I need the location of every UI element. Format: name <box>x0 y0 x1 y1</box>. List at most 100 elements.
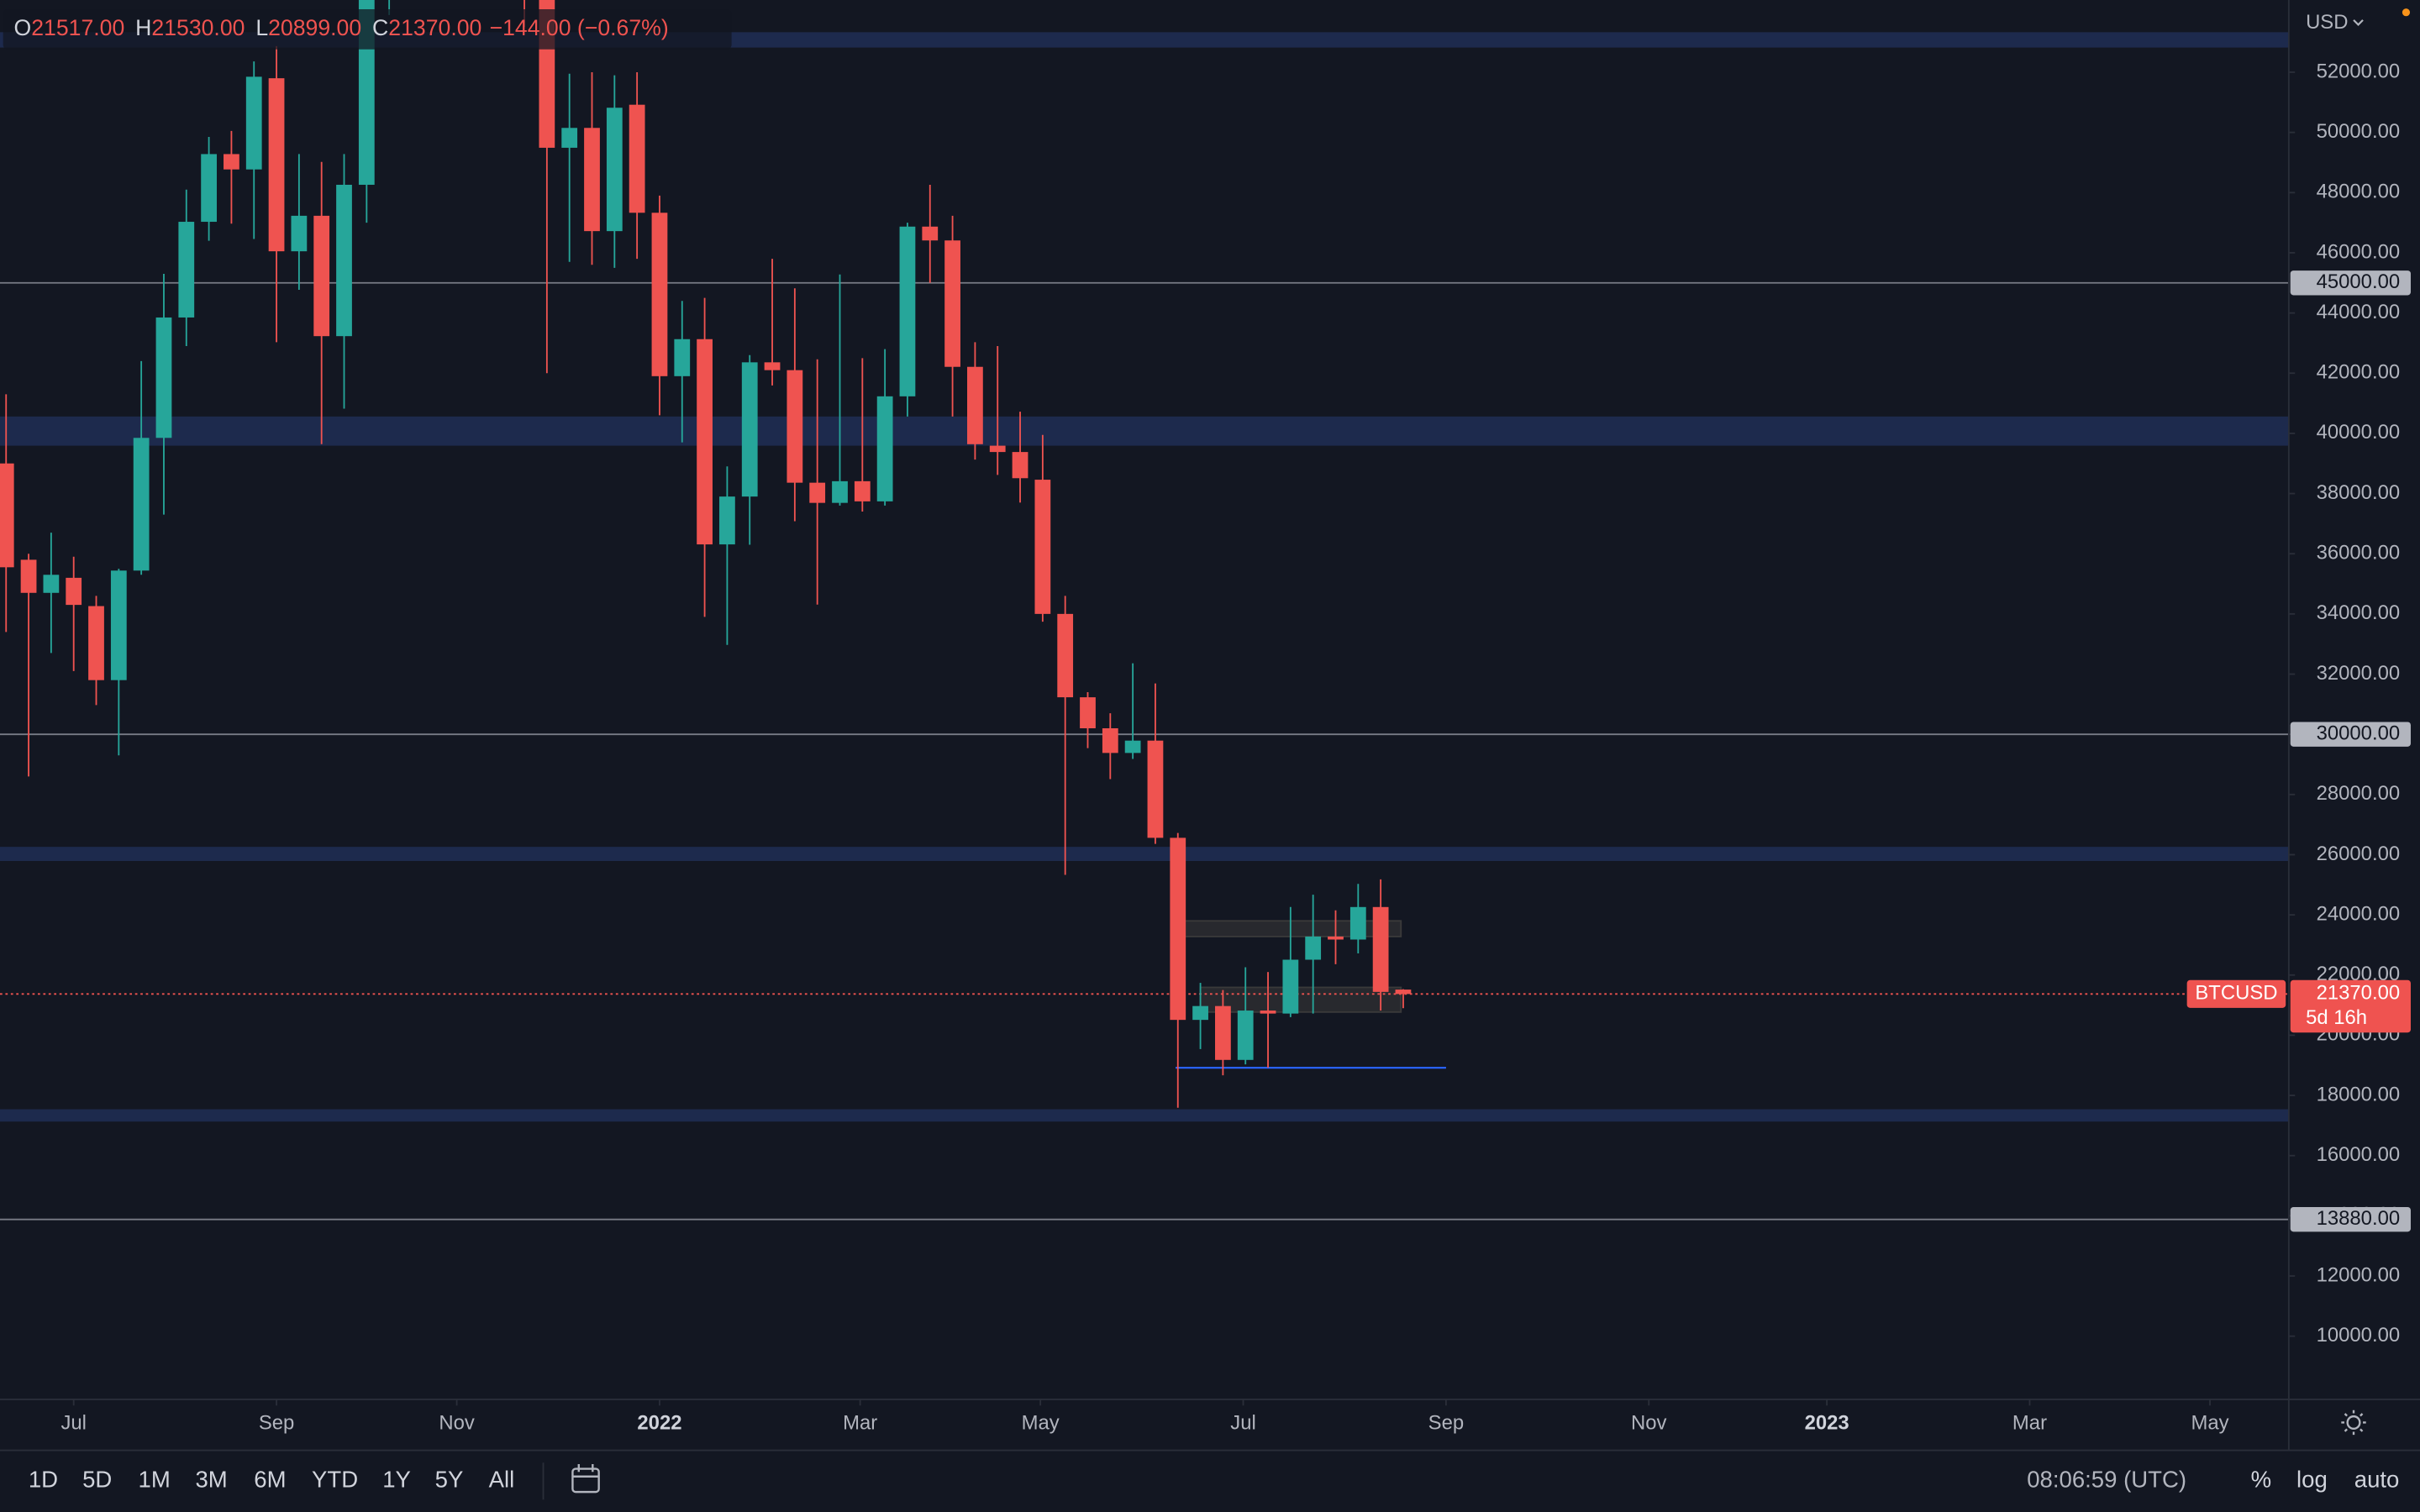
currency[interactable]: USD <box>2306 11 2348 34</box>
y-tick-label: 16000.00 <box>2317 1143 2401 1166</box>
candle <box>268 45 285 343</box>
level-label: 45000.00 <box>2317 270 2401 293</box>
candle <box>764 259 781 386</box>
currency-menu[interactable]: USD <box>2306 11 2364 34</box>
scale-option[interactable]: log <box>2296 1467 2328 1493</box>
candle <box>66 556 82 671</box>
candle <box>944 215 960 417</box>
gear[interactable] <box>2346 1415 2361 1431</box>
candle-body <box>245 76 262 170</box>
legend-key: C <box>372 15 388 40</box>
candle <box>674 301 691 443</box>
last-price-label: 21370.00 <box>2317 982 2401 1005</box>
candle-body <box>1372 906 1389 992</box>
x-tick-label: 2022 <box>637 1412 681 1435</box>
level-label: 30000.00 <box>2317 722 2401 744</box>
candle-body <box>1080 697 1096 728</box>
candle <box>1192 983 1208 1049</box>
candle-body <box>88 606 104 680</box>
candle-body <box>1102 727 1118 753</box>
candle-body <box>313 215 330 337</box>
candle <box>133 360 150 575</box>
candle-body <box>1012 452 1028 479</box>
range-button[interactable]: 1D <box>29 1467 58 1493</box>
candle <box>899 223 916 417</box>
y-tick-label: 38000.00 <box>2317 481 2401 504</box>
candle-body <box>336 184 352 337</box>
candle-body <box>629 104 645 213</box>
clock[interactable]: 08:06:59 (UTC) <box>2027 1467 2186 1493</box>
candle <box>697 297 713 617</box>
candle <box>336 154 352 409</box>
range-button[interactable]: 5D <box>82 1467 112 1493</box>
x-tick-label: Mar <box>2012 1412 2047 1435</box>
status-dot <box>2402 8 2411 17</box>
candle <box>178 189 195 347</box>
candle <box>1057 596 1074 875</box>
candle-body <box>719 496 735 545</box>
range-button[interactable]: 1M <box>139 1467 171 1493</box>
candle <box>606 75 623 268</box>
settings-icon[interactable] <box>2341 1410 2366 1436</box>
candle <box>1012 412 1028 503</box>
calendar-icon[interactable] <box>571 1467 600 1494</box>
legend-key: H <box>135 15 151 40</box>
candle <box>1170 832 1186 1108</box>
x-tick-label: May <box>1022 1412 1060 1435</box>
candle-body <box>133 438 150 571</box>
candle <box>224 130 239 224</box>
candle-body <box>201 154 217 223</box>
scale-option[interactable]: auto <box>2354 1467 2400 1493</box>
ohlc-legend: O21517.00 H21530.00 L20899.00 C21370.00 −144… <box>14 15 669 40</box>
x-tick-label: 2023 <box>1805 1412 1849 1435</box>
candle <box>1282 906 1299 1017</box>
candle <box>43 533 60 654</box>
candle <box>155 274 172 515</box>
date-range-button[interactable] <box>571 1464 600 1494</box>
candle <box>1124 663 1141 759</box>
candle-body <box>1349 906 1366 940</box>
x-tick-label: May <box>2191 1412 2228 1435</box>
legend-value: 21530.00 <box>151 15 245 40</box>
candle <box>1395 989 1412 1009</box>
range-button[interactable]: 3M <box>195 1467 227 1493</box>
candle-body <box>944 240 960 367</box>
legend-value: 21370.00 <box>388 15 481 40</box>
range-button[interactable]: All <box>489 1467 515 1493</box>
candle <box>1349 884 1366 953</box>
candle-body <box>697 339 713 545</box>
candle-body <box>1170 837 1186 1021</box>
candle <box>1328 910 1344 964</box>
candle-body <box>1215 1005 1231 1060</box>
range-button[interactable]: 5Y <box>435 1467 464 1493</box>
range-button[interactable]: 6M <box>254 1467 286 1493</box>
range-box <box>1183 920 1402 937</box>
candle <box>584 71 600 265</box>
chevron-icon[interactable] <box>2353 19 2364 26</box>
x-tick-label: Nov <box>439 1412 474 1435</box>
gear-teeth[interactable] <box>2341 1410 2366 1436</box>
x-tick-label: Mar <box>843 1412 877 1435</box>
range-button[interactable]: 1Y <box>382 1467 411 1493</box>
candle-body <box>1034 480 1051 614</box>
y-tick-label: 26000.00 <box>2317 843 2401 865</box>
candle-body <box>224 154 239 170</box>
candle-body <box>0 463 14 568</box>
candle <box>786 288 803 522</box>
candle-body <box>1282 959 1299 1014</box>
candle <box>1372 879 1389 1011</box>
scale-option[interactable]: % <box>2251 1467 2272 1493</box>
calendar-icon-detail[interactable] <box>572 1464 599 1478</box>
y-tick-label: 52000.00 <box>2317 60 2401 82</box>
candle <box>561 73 578 262</box>
candle-body <box>1057 613 1074 698</box>
candle <box>989 346 1006 475</box>
candle-body <box>786 370 803 483</box>
candle-body <box>1147 740 1164 838</box>
candle <box>201 137 217 241</box>
range-button[interactable]: YTD <box>312 1467 358 1493</box>
y-tick-label: 40000.00 <box>2317 421 2401 444</box>
candle-body <box>66 577 82 606</box>
y-tick-label: 18000.00 <box>2317 1083 2401 1105</box>
